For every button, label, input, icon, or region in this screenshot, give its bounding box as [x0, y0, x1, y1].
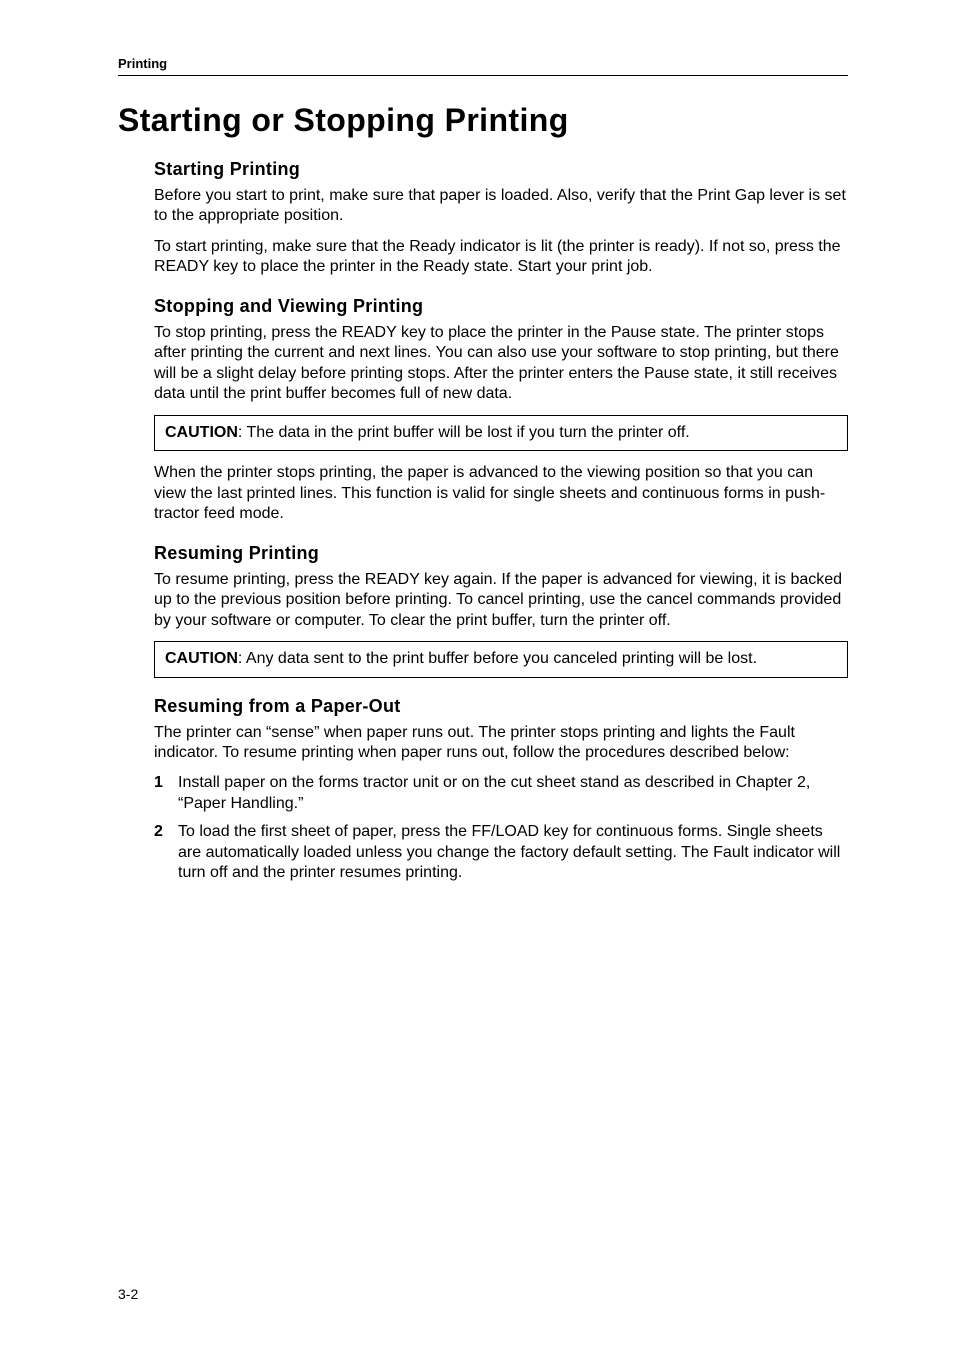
- heading-resuming-printing: Resuming Printing: [154, 543, 848, 564]
- heading-resuming-paperout: Resuming from a Paper-Out: [154, 696, 848, 717]
- caution-box-resuming: CAUTION: Any data sent to the print buff…: [154, 641, 848, 677]
- para-resuming-1: To resume printing, press the READY key …: [154, 570, 848, 631]
- para-stopping-2: When the printer stops printing, the pap…: [154, 463, 848, 524]
- para-stopping-1: To stop printing, press the READY key to…: [154, 323, 848, 405]
- caution-text-resuming: : Any data sent to the print buffer befo…: [238, 650, 757, 667]
- page-title: Starting or Stopping Printing: [118, 102, 848, 139]
- list-text-2: To load the first sheet of paper, press …: [178, 822, 848, 883]
- para-starting-2: To start printing, make sure that the Re…: [154, 237, 848, 278]
- list-text-1: Install paper on the forms tractor unit …: [178, 773, 848, 814]
- page-header: Printing: [118, 55, 848, 76]
- list-item: 1 Install paper on the forms tractor uni…: [154, 773, 848, 814]
- page-number: 3-2: [118, 1286, 138, 1302]
- list-num-1: 1: [154, 773, 178, 814]
- numbered-list-paperout: 1 Install paper on the forms tractor uni…: [154, 773, 848, 883]
- para-starting-1: Before you start to print, make sure tha…: [154, 186, 848, 227]
- caution-label-resuming: CAUTION: [165, 650, 238, 667]
- caution-box-stopping: CAUTION: The data in the print buffer wi…: [154, 415, 848, 451]
- list-item: 2 To load the first sheet of paper, pres…: [154, 822, 848, 883]
- header-section-label: Printing: [118, 56, 167, 71]
- heading-starting-printing: Starting Printing: [154, 159, 848, 180]
- caution-label-stopping: CAUTION: [165, 424, 238, 441]
- caution-text-stopping: : The data in the print buffer will be l…: [238, 424, 690, 441]
- para-paperout-1: The printer can “sense” when paper runs …: [154, 723, 848, 764]
- list-num-2: 2: [154, 822, 178, 883]
- heading-stopping-viewing: Stopping and Viewing Printing: [154, 296, 848, 317]
- content-area: Starting Printing Before you start to pr…: [154, 159, 848, 884]
